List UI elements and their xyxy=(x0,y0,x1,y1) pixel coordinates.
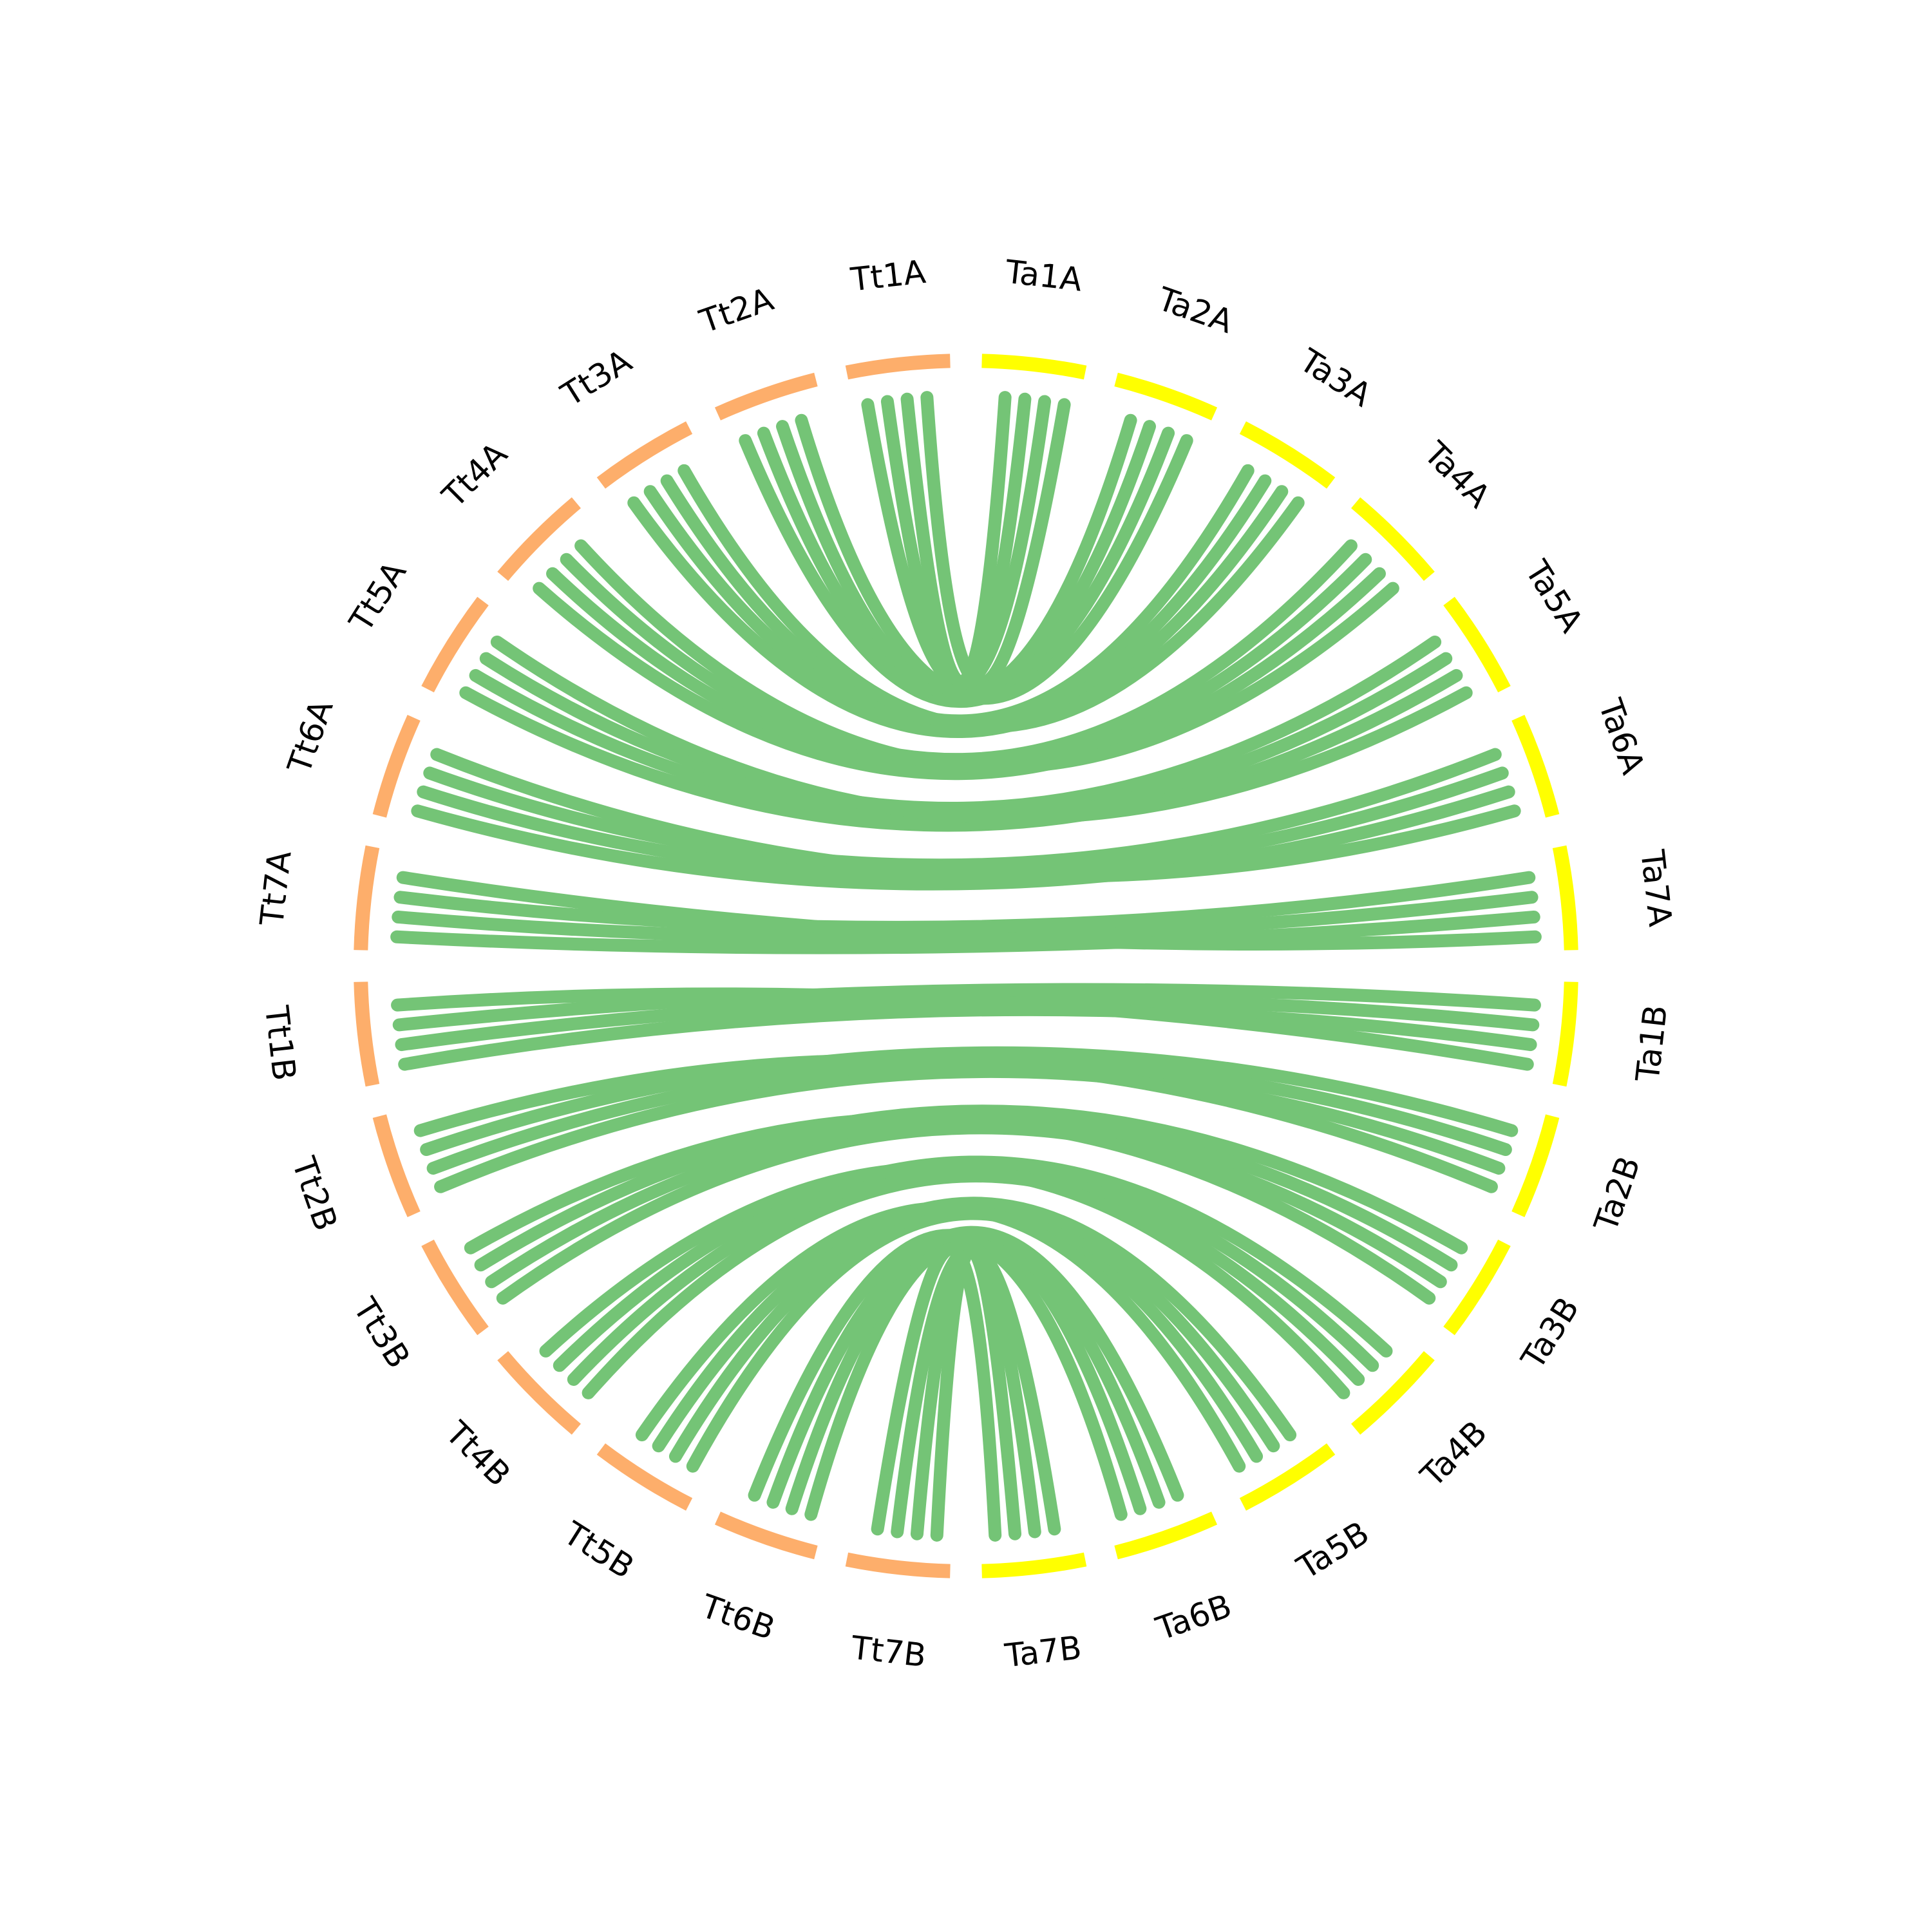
link xyxy=(677,464,1305,734)
links xyxy=(390,391,1542,1542)
chromosome-label: Ta1A xyxy=(1003,253,1084,299)
link xyxy=(635,1201,1246,1473)
chromosome-label: Tt5B xyxy=(556,1514,640,1586)
chromosome-arc xyxy=(1239,1443,1336,1511)
chromosome-arc xyxy=(354,845,380,951)
chromosome-label: Tt2B xyxy=(285,1152,345,1236)
chromosome-arc xyxy=(421,1239,489,1336)
link xyxy=(398,1003,1537,1071)
link xyxy=(420,1046,1519,1156)
chromosome-label: Ta3A xyxy=(1293,341,1378,414)
chromosome-label: Ta6A xyxy=(1591,694,1652,779)
link xyxy=(795,413,1193,705)
link xyxy=(891,1242,1061,1539)
chromosome-arc xyxy=(1114,372,1218,421)
chromosome-label: Tt3B xyxy=(346,1291,417,1375)
chromosome-label: Tt6B xyxy=(696,1587,780,1647)
chromosome-arc xyxy=(596,421,693,489)
link xyxy=(533,567,1386,781)
link xyxy=(474,1104,1468,1272)
link xyxy=(391,987,1534,1071)
link xyxy=(804,1232,1147,1521)
chromosome-arc xyxy=(372,714,421,818)
chromosome-label: Ta5A xyxy=(1517,554,1590,639)
chromosome-label: Ta2B xyxy=(1587,1151,1647,1236)
link xyxy=(900,391,1012,688)
link xyxy=(490,635,1473,824)
link xyxy=(464,1112,1436,1305)
chromosome-label: Tt7B xyxy=(849,1629,928,1674)
chromosome-label: Ta7B xyxy=(1003,1629,1084,1674)
chromosome-label: Ta4A xyxy=(1416,434,1497,515)
link xyxy=(392,983,1541,1032)
chromosome-arc xyxy=(596,1443,693,1511)
chromosome-label: Ta2A xyxy=(1153,280,1238,341)
chromosome-arc xyxy=(497,497,581,581)
chromosome-label: Ta1B xyxy=(1629,1003,1674,1084)
chromosome-arc xyxy=(372,1114,421,1218)
chromosome-arc xyxy=(1351,497,1435,581)
chromosome-label: Tt1A xyxy=(848,253,927,299)
chromosome-arc xyxy=(1511,1114,1560,1218)
chromosome-label: Tt7A xyxy=(253,849,299,928)
chromosome-arc xyxy=(1443,596,1511,693)
chromosome-label: Ta5B xyxy=(1290,1514,1375,1587)
link xyxy=(871,1242,1002,1542)
chromosome-arc xyxy=(1239,421,1336,489)
link xyxy=(553,1155,1393,1372)
chromosome-arc xyxy=(354,981,380,1087)
link xyxy=(413,1054,1498,1193)
chromosome-arc xyxy=(714,1511,818,1560)
chromosome-label: Tt1B xyxy=(258,1003,303,1083)
chromosome-label: Tt4A xyxy=(435,435,515,515)
chromosome-arc xyxy=(981,1552,1087,1578)
link xyxy=(479,635,1442,815)
link xyxy=(574,539,1399,774)
link xyxy=(766,1226,1184,1509)
chromosome-label: Tt2A xyxy=(694,280,778,340)
chromosome-label: Ta7A xyxy=(1633,848,1679,929)
link xyxy=(748,1229,1128,1521)
link xyxy=(396,871,1542,951)
ring xyxy=(354,354,1578,1578)
chromosome-arc xyxy=(1443,1239,1511,1336)
chromosome-arc xyxy=(497,1351,581,1435)
chromosome-arc xyxy=(1511,714,1560,818)
chromosome-label: Tt4B xyxy=(438,1414,518,1493)
chromosome-arc xyxy=(981,354,1087,380)
chromosome-arc xyxy=(845,1552,951,1578)
chromosome-arc xyxy=(1351,1351,1435,1435)
chromosome-label: Ta3B xyxy=(1514,1291,1587,1376)
link xyxy=(430,748,1521,884)
chromosome-arc xyxy=(714,372,818,421)
chromosome-label: Tt6A xyxy=(280,695,340,779)
chromosome-arc xyxy=(845,354,951,380)
chromosome-arc xyxy=(421,596,489,693)
chromosome-label: Ta6B xyxy=(1151,1587,1236,1647)
chromosome-label: Ta4B xyxy=(1413,1414,1494,1495)
chromosome-arc xyxy=(1114,1511,1218,1560)
link xyxy=(434,1065,1506,1193)
link xyxy=(423,748,1502,872)
chromosome-label: Tt5A xyxy=(342,555,413,639)
chromosome-arc xyxy=(1552,981,1578,1087)
link xyxy=(411,785,1515,891)
link xyxy=(393,871,1536,934)
link xyxy=(539,1162,1350,1399)
link xyxy=(920,391,1071,690)
link xyxy=(652,1197,1297,1453)
link xyxy=(459,668,1463,832)
link xyxy=(496,1121,1447,1305)
link xyxy=(390,910,1540,954)
chromosome-label: Tt3A xyxy=(554,342,638,413)
chromosome-arc xyxy=(1552,845,1578,951)
